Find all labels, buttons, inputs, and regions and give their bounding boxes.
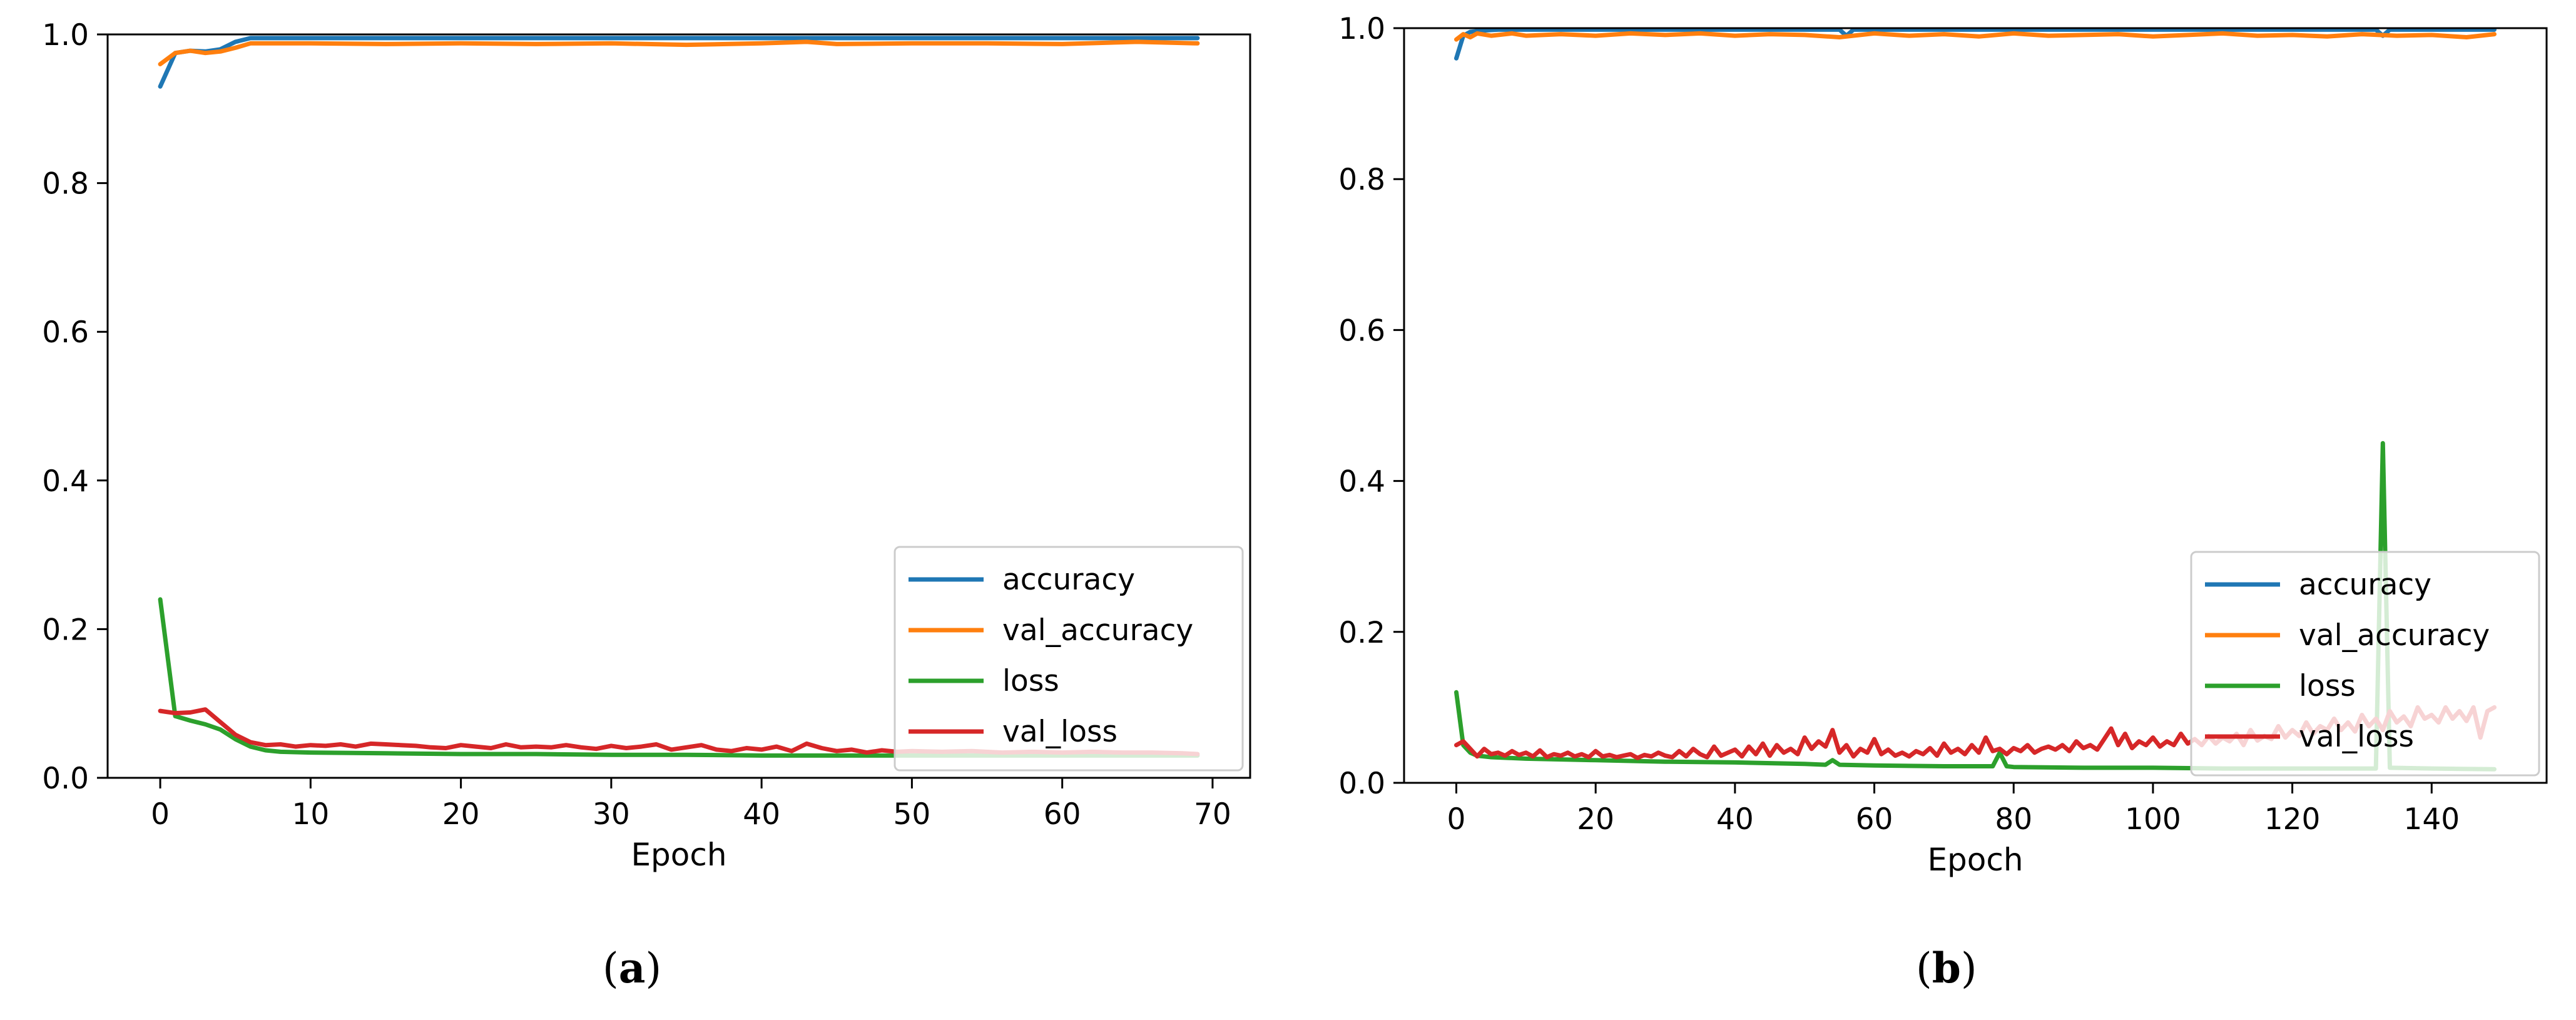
y-tick-label-a: 0.6 bbox=[42, 315, 89, 350]
legend-label-loss: loss bbox=[2299, 669, 2356, 703]
plot-frame-a bbox=[106, 33, 1251, 779]
x-tick-label-b: 80 bbox=[1995, 802, 2032, 837]
x-tick-label-a: 0 bbox=[151, 797, 170, 832]
x-axis-label-b: Epoch bbox=[1927, 842, 2023, 878]
panel-b-caption-letter: b bbox=[1932, 944, 1961, 992]
x-tick-label-b: 100 bbox=[2125, 802, 2181, 837]
x-tick-label-a: 70 bbox=[1194, 797, 1231, 832]
x-tick-label-b: 0 bbox=[1447, 802, 1466, 837]
legend-label-val-loss: val_loss bbox=[2299, 720, 2414, 754]
y-tick-label-b: 1.0 bbox=[1338, 12, 1385, 46]
y-tick-label-a: 1.0 bbox=[42, 18, 89, 53]
x-tick-label-b: 140 bbox=[2403, 802, 2460, 837]
y-tick-label-b: 0.2 bbox=[1338, 616, 1385, 650]
chart-panel-b: 0 20 40 60 80 100 120 140 0.0 0.2 0.4 0.6 0.8 1.0 Epoc… bbox=[1338, 12, 2548, 878]
legend-label-loss: loss bbox=[1002, 664, 1059, 698]
legend-box-a bbox=[893, 546, 1244, 772]
legend-label-accuracy: accuracy bbox=[2299, 568, 2431, 602]
panel-a-caption: (a) bbox=[603, 944, 662, 992]
series-line-val-accuracy bbox=[1454, 31, 2497, 42]
y-tick-label-a: 0.4 bbox=[42, 464, 89, 499]
plot-frame-b bbox=[1403, 27, 2548, 784]
x-tick-label-b: 60 bbox=[1856, 802, 1893, 837]
y-tick-label-a: 0.0 bbox=[42, 762, 89, 796]
legend-label-accuracy: accuracy bbox=[1002, 563, 1135, 597]
chart-panel-a: 0 10 20 30 40 50 60 70 0.0 0.2 0.4 0.6 0.8 1.0 Epoch ac… bbox=[42, 18, 1251, 873]
x-tick-label-a: 60 bbox=[1044, 797, 1081, 832]
panel-a-caption-letter: a bbox=[618, 944, 646, 992]
x-tick-label-b: 120 bbox=[2264, 802, 2321, 837]
x-tick-label-a: 50 bbox=[893, 797, 931, 832]
series-line-val-accuracy bbox=[158, 39, 1200, 66]
legend-label-val-accuracy: val_accuracy bbox=[2299, 618, 2490, 653]
y-tick-label-a: 0.8 bbox=[42, 167, 89, 201]
x-tick-label-a: 10 bbox=[292, 797, 329, 832]
y-tick-label-b: 0.4 bbox=[1338, 465, 1385, 499]
x-tick-label-a: 30 bbox=[593, 797, 630, 832]
x-tick-label-b: 20 bbox=[1577, 802, 1614, 837]
x-axis-label-a: Epoch bbox=[631, 837, 726, 873]
x-tick-label-a: 40 bbox=[743, 797, 780, 832]
legend-label-val-accuracy: val_accuracy bbox=[1002, 613, 1193, 648]
x-tick-label-b: 40 bbox=[1716, 802, 1754, 837]
y-tick-label-b: 0.6 bbox=[1338, 314, 1385, 348]
y-tick-label-a: 0.2 bbox=[42, 613, 89, 647]
legend-label-val-loss: val_loss bbox=[1002, 715, 1117, 749]
y-tick-label-b: 0.0 bbox=[1338, 767, 1385, 801]
panel-b-caption: (b) bbox=[1916, 944, 1977, 992]
x-tick-label-a: 20 bbox=[442, 797, 480, 832]
y-tick-label-b: 0.8 bbox=[1338, 163, 1385, 197]
legend-box-b bbox=[2190, 551, 2540, 777]
